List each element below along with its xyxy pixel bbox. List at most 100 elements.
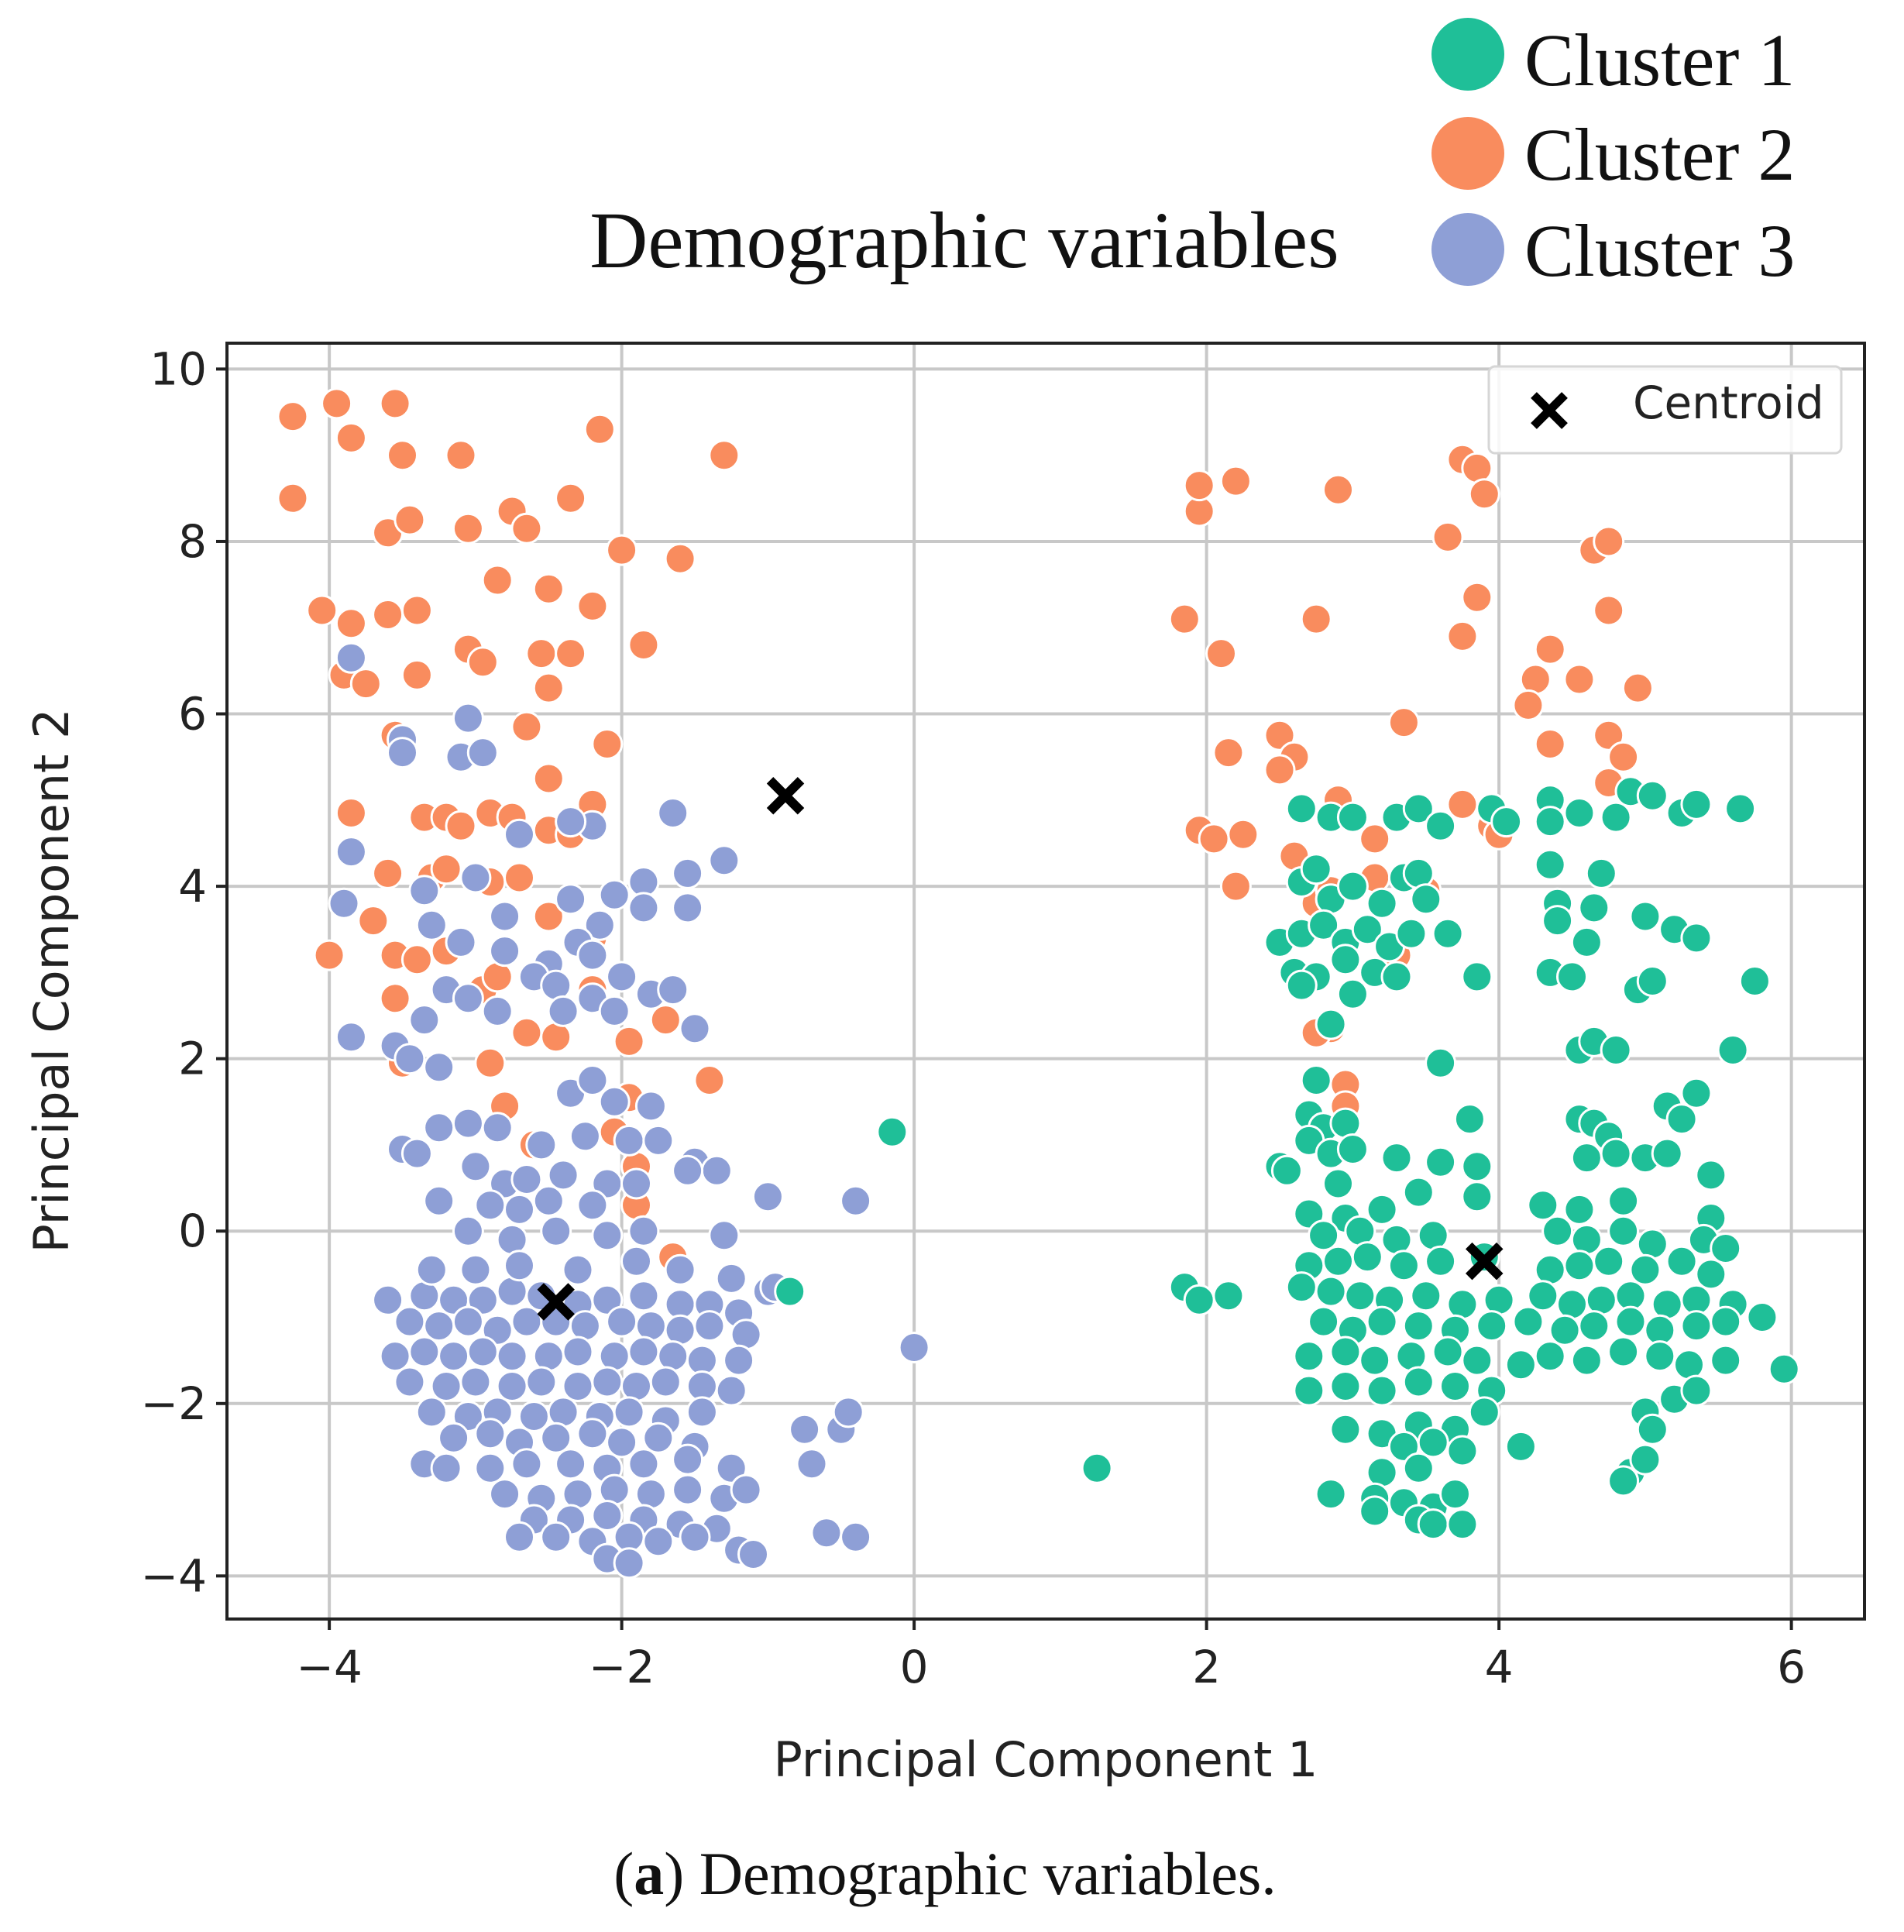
point-cluster-3 (591, 1284, 624, 1316)
point-cluster-1 (1366, 887, 1398, 920)
point-cluster-3 (598, 1085, 631, 1118)
point-cluster-3 (379, 1340, 411, 1373)
point-cluster-1 (1724, 792, 1757, 825)
x-tick-label: 2 (1192, 1641, 1221, 1693)
point-cluster-3 (627, 1336, 660, 1368)
point-cluster-2 (313, 939, 345, 971)
point-cluster-3 (510, 1448, 543, 1480)
point-cluster-2 (1468, 478, 1500, 511)
point-cluster-1 (1534, 806, 1566, 838)
point-cluster-2 (693, 1064, 726, 1096)
point-cluster-1 (1644, 1340, 1676, 1373)
point-cluster-3 (540, 1421, 572, 1454)
point-cluster-1 (1351, 1241, 1383, 1274)
point-cluster-2 (576, 590, 609, 622)
point-cluster-3 (555, 806, 587, 838)
point-cluster-1 (1570, 1142, 1603, 1174)
point-cluster-3 (627, 1280, 660, 1312)
point-cluster-1 (1329, 1336, 1362, 1368)
point-cluster-3 (613, 1396, 645, 1428)
point-cluster-1 (1490, 806, 1523, 838)
point-cluster-1 (1534, 848, 1566, 881)
point-cluster-3 (517, 1401, 550, 1432)
point-cluster-3 (423, 1310, 455, 1342)
point-cluster-3 (525, 1366, 558, 1398)
point-cluster-3 (372, 1284, 404, 1316)
point-cluster-1 (1439, 1370, 1471, 1402)
point-cluster-1 (1527, 1280, 1559, 1312)
point-cluster-1 (1446, 1508, 1479, 1541)
point-cluster-3 (715, 1452, 748, 1484)
point-cluster-3 (540, 1215, 572, 1247)
point-cluster-3 (503, 1521, 535, 1553)
x-tick-label: 4 (1485, 1641, 1514, 1693)
point-cluster-3 (452, 1107, 484, 1140)
point-cluster-2 (400, 658, 433, 691)
legend-label-cluster-2: Cluster 2 (1524, 113, 1795, 196)
caption-text: ) Demographic variables. (664, 1840, 1277, 1907)
point-cluster-1 (1548, 1314, 1581, 1346)
point-cluster-3 (335, 836, 367, 868)
point-cluster-1 (1541, 905, 1574, 937)
point-cluster-2 (627, 629, 660, 661)
point-cluster-3 (672, 1443, 704, 1476)
point-cluster-2 (1446, 620, 1479, 652)
point-cluster-1 (1665, 1245, 1698, 1277)
point-cluster-3 (496, 1340, 528, 1373)
point-cluster-3 (730, 1473, 762, 1506)
point-cluster-3 (503, 1250, 535, 1282)
point-cluster-3 (481, 1112, 514, 1144)
point-cluster-3 (503, 1193, 535, 1226)
point-cluster-2 (1212, 737, 1245, 769)
point-cluster-1 (1293, 1340, 1325, 1373)
point-cluster-3 (620, 1245, 652, 1277)
point-cluster-2 (1219, 465, 1252, 497)
point-cluster-2 (510, 1016, 543, 1049)
point-cluster-2 (481, 564, 514, 596)
point-cluster-2 (1534, 633, 1566, 665)
point-cluster-1 (1322, 1167, 1354, 1200)
point-cluster-3 (335, 1021, 367, 1054)
point-cluster-3 (723, 1344, 755, 1377)
point-cluster-2 (1593, 719, 1625, 751)
point-cluster-1 (1322, 1245, 1354, 1277)
point-cluster-2 (335, 797, 367, 829)
point-cluster-2 (1322, 473, 1354, 506)
point-cluster-3 (686, 1396, 718, 1428)
point-cluster-3 (415, 1253, 448, 1286)
point-cluster-2 (1446, 788, 1479, 820)
point-cluster-2 (1621, 672, 1654, 704)
point-cluster-1 (1359, 1344, 1391, 1377)
point-cluster-1 (1534, 1340, 1566, 1373)
point-cluster-2 (1300, 603, 1332, 635)
point-cluster-1 (876, 1116, 909, 1148)
point-cluster-1 (1710, 1344, 1742, 1377)
point-cluster-2 (606, 534, 638, 566)
point-cluster-1 (1629, 1443, 1662, 1476)
point-cluster-1 (1336, 978, 1369, 1010)
point-cluster-3 (489, 1478, 521, 1511)
point-cluster-1 (1695, 1258, 1727, 1291)
point-cluster-1 (1461, 961, 1493, 993)
point-cluster-1 (1315, 1008, 1347, 1040)
point-cluster-1 (1315, 1275, 1347, 1308)
point-cluster-3 (459, 1150, 492, 1183)
point-cluster-1 (1402, 1452, 1435, 1484)
caption-open-paren: ( (613, 1840, 634, 1907)
point-cluster-1 (1425, 1047, 1457, 1079)
centroid-marker (537, 1283, 575, 1321)
point-cluster-3 (606, 1426, 638, 1459)
point-cluster-1 (1308, 1219, 1340, 1252)
point-cluster-3 (466, 1336, 499, 1368)
point-cluster-2 (1168, 603, 1201, 635)
point-cluster-3 (474, 1452, 507, 1484)
point-cluster-3 (613, 1547, 645, 1580)
point-cluster-3 (840, 1521, 872, 1553)
point-cluster-1 (1431, 1336, 1464, 1368)
point-cluster-3 (657, 974, 689, 1006)
point-cluster-3 (627, 892, 660, 924)
point-cluster-3 (591, 1219, 624, 1252)
point-cluster-3 (606, 961, 638, 993)
point-cluster-1 (1468, 1396, 1500, 1428)
point-cluster-1 (1366, 1374, 1398, 1407)
